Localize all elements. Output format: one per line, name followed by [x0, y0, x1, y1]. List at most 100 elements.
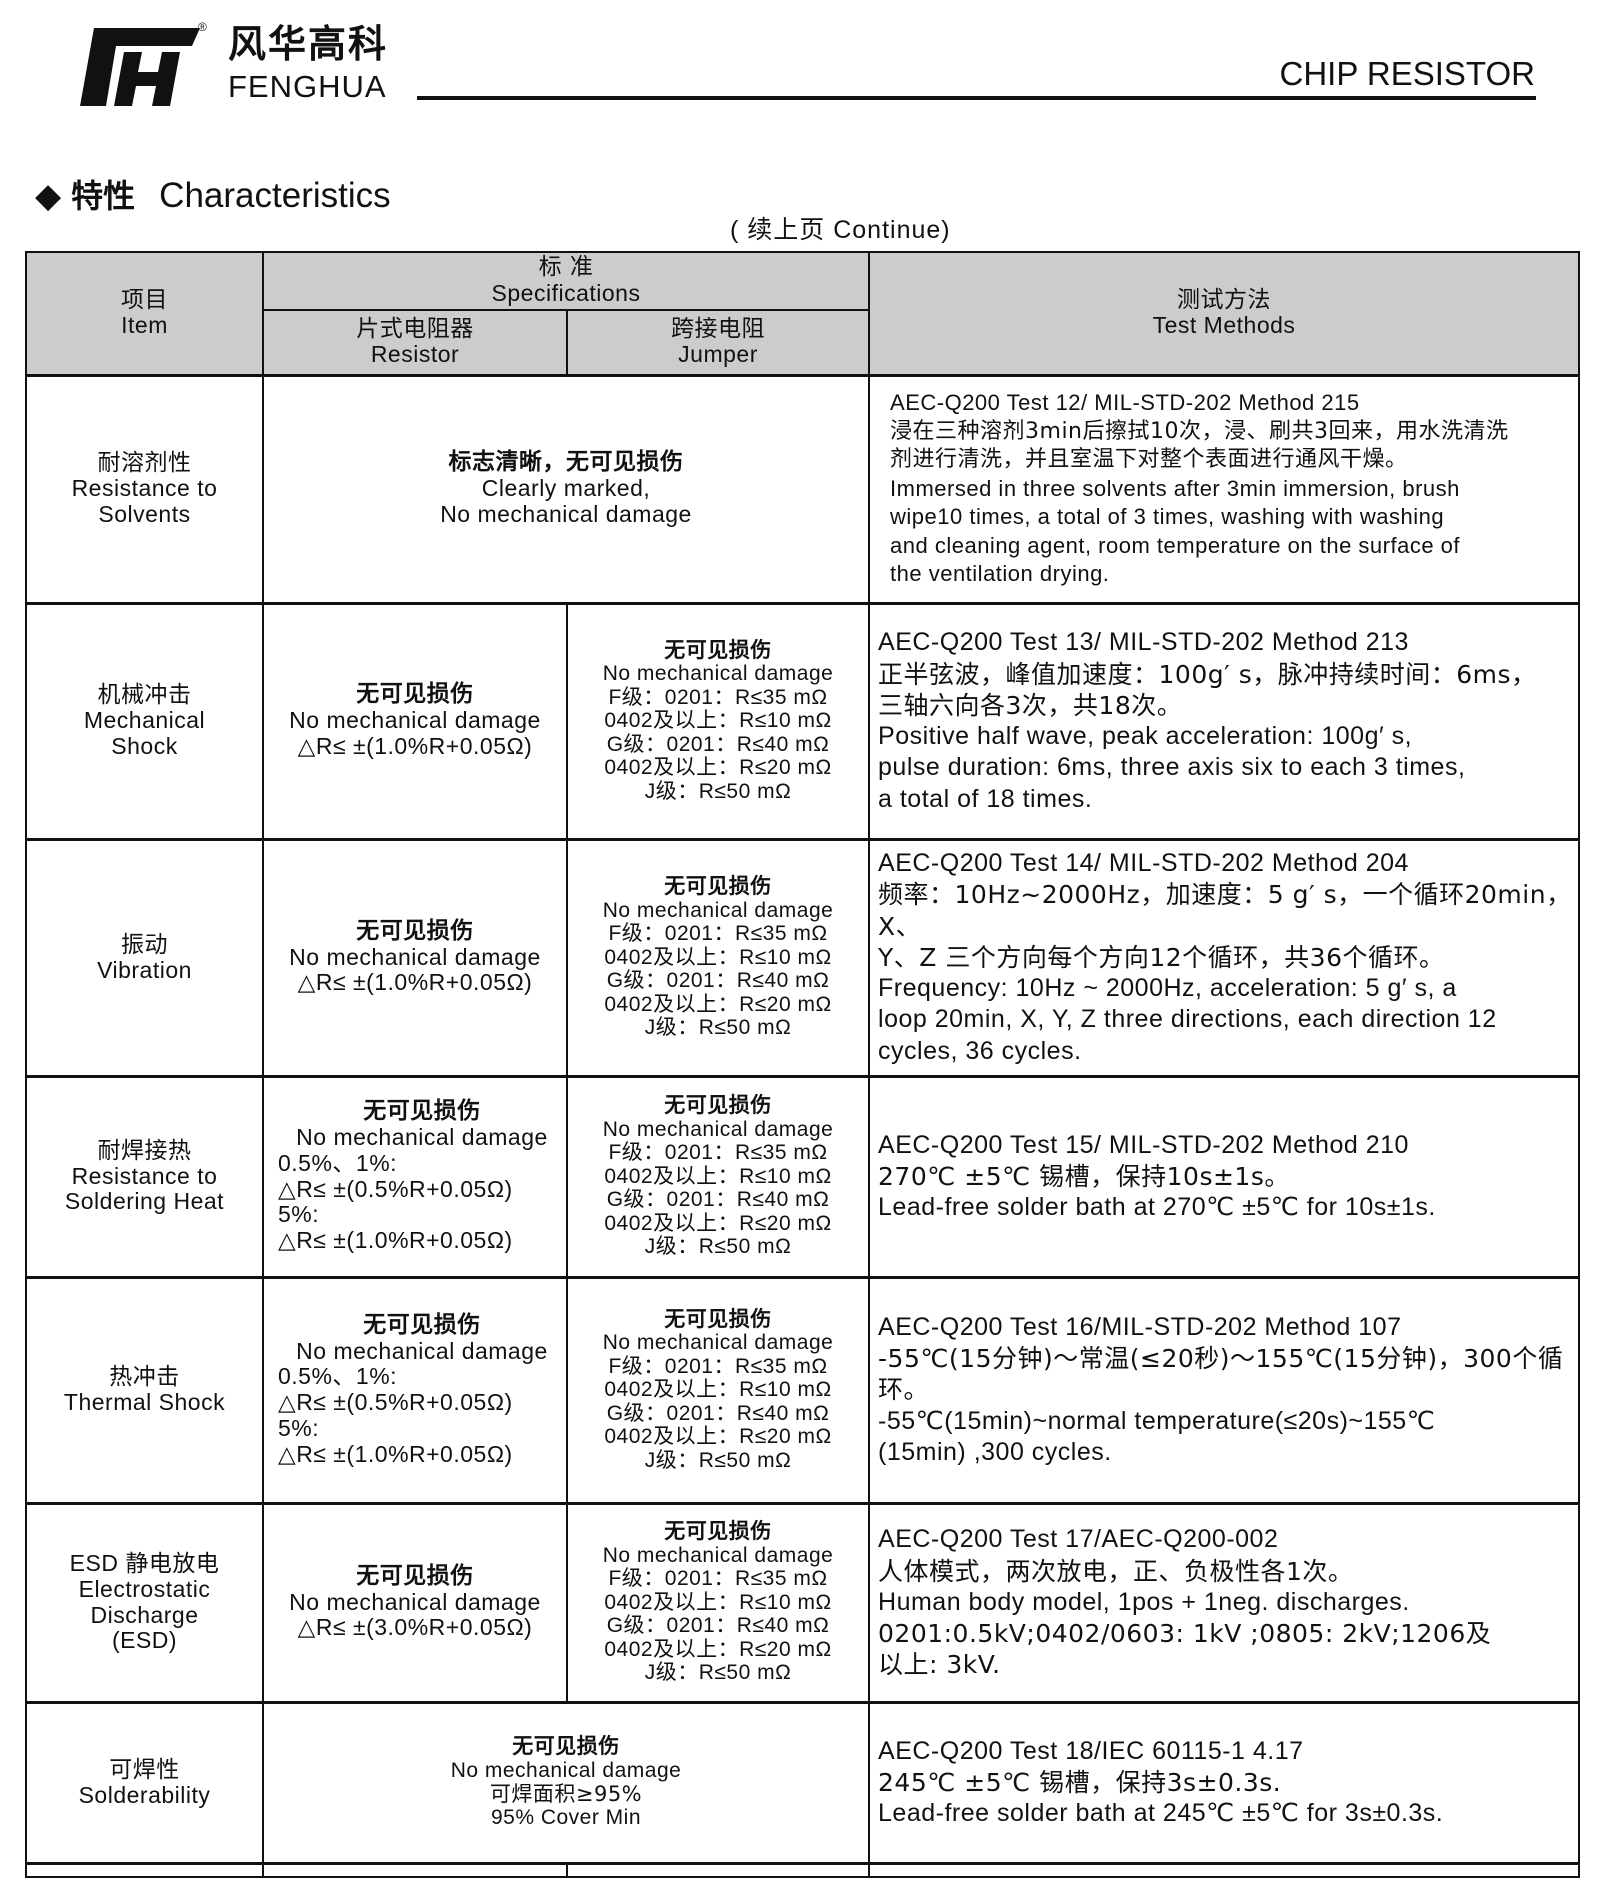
text-line: G级：0201：R≤40 mΩ	[606, 1188, 830, 1212]
text-line: AEC-Q200 Test 16/MIL-STD-202 Method 107	[878, 1312, 1402, 1341]
table-row: ESD 静电放电 Electrostatic Discharge (ESD) 无可见损伤…	[25, 1502, 1581, 1703]
text-line: J级：R≤50 mΩ	[644, 1661, 792, 1685]
text-line: 0.5%、1%:	[278, 1363, 398, 1390]
text-line: pulse duration: 6ms, three axis six to e…	[878, 753, 1466, 782]
empty-cell	[262, 1862, 568, 1878]
text-line: 95% Cover Min	[490, 1806, 642, 1830]
text-line: 0402及以上：R≤20 mΩ	[604, 992, 832, 1016]
empty-cell	[565, 1862, 871, 1878]
text-line: J级：R≤50 mΩ	[644, 779, 792, 803]
text-line: △R≤ ±(1.0%R+0.05Ω)	[297, 732, 533, 759]
text-line: 可焊性	[109, 1755, 180, 1782]
text-line: No mechanical damage	[602, 898, 834, 922]
text-line: 热冲击	[109, 1363, 180, 1390]
brand-name-cn: 风华高科	[228, 22, 389, 66]
test-method-cell: AEC-Q200 Test 12/ MIL-STD-202 Method 215…	[868, 374, 1581, 604]
text-line: AEC-Q200 Test 15/ MIL-STD-202 Method 210	[878, 1130, 1409, 1159]
text-line: J级：R≤50 mΩ	[644, 1448, 792, 1472]
text-line: 无可见损伤	[664, 1519, 772, 1544]
text-line: 正半弦波，峰值加速度：100g′ s，脉冲持续时间：6ms，	[878, 659, 1537, 689]
text-line: 机械冲击	[97, 681, 192, 708]
jumper-spec-cell: 无可见损伤 No mechanical damage F级：0201：R≤35 mΩ…	[565, 1502, 871, 1703]
item-cell: ESD 静电放电 Electrostatic Discharge (ESD)	[25, 1502, 264, 1703]
jumper-spec-cell: 无可见损伤 No mechanical damage F级：0201：R≤35 mΩ…	[565, 602, 871, 840]
table-row: 机械冲击 Mechanical Shock 无可见损伤 No mechanical da…	[25, 602, 1581, 840]
text-line: 5%:	[278, 1414, 320, 1441]
text-line: loop 20min, X, Y, Z three directions, ea…	[878, 1005, 1497, 1034]
text-line: 0402及以上：R≤20 mΩ	[604, 756, 832, 780]
text-line: Discharge	[90, 1601, 199, 1628]
text-line: 浸在三种溶剂3min后擦拭10次，浸、刷共3回来，用水洗清洗	[890, 418, 1509, 444]
text-line: No mechanical damage	[450, 1758, 682, 1782]
text-line: 0201:0.5kV;0402/0603: 1kV ;0805: 2kV;120…	[878, 1619, 1492, 1649]
text-line: J级：R≤50 mΩ	[644, 1235, 792, 1259]
text-line: 无可见损伤	[664, 1093, 772, 1118]
item-cell: 耐溶剂性 Resistance to Solvents	[25, 374, 264, 604]
text-line: 三轴六向各3次，共18次。	[878, 690, 1183, 720]
item-cell: 振动 Vibration	[25, 838, 264, 1077]
text-line: Solderability	[78, 1781, 211, 1808]
resistor-spec-cell: 无可见损伤 No mechanical damage △R≤ ±(1.0%R+0.0…	[262, 602, 568, 840]
item-cell: 耐焊接热 Resistance to Soldering Heat	[25, 1075, 264, 1278]
text-line: Thermal Shock	[63, 1389, 226, 1415]
jumper-spec-cell: 无可见损伤 No mechanical damage F级：0201：R≤35 mΩ…	[565, 1276, 871, 1504]
text-line: 耐焊接热	[97, 1136, 192, 1163]
text-line: 无可见损伤	[664, 1306, 772, 1331]
text-line: cycles, 36 cycles.	[878, 1036, 1082, 1065]
header-rule	[417, 96, 1536, 100]
text-line: Lead-free solder bath at 270℃ ±5℃ for 10…	[878, 1193, 1436, 1222]
text-line: (ESD)	[111, 1627, 178, 1654]
continue-note: ( 续上页 Continue)	[730, 216, 951, 244]
section-title-en: Characteristics	[159, 176, 391, 215]
text-line: 无可见损伤	[664, 874, 772, 899]
text-line: 5%:	[278, 1201, 320, 1228]
text-line: 0402及以上：R≤10 mΩ	[604, 1590, 832, 1614]
test-method-cell: AEC-Q200 Test 18/IEC 60115-1 4.17 245℃ ±5…	[868, 1701, 1581, 1864]
item-cell: 可焊性 Solderability	[25, 1701, 264, 1864]
text-line: a total of 18 times.	[878, 784, 1093, 813]
section-heading: ◆ 特性 Characteristics	[35, 176, 391, 216]
text-line: 标志清晰，无可见损伤	[448, 449, 684, 476]
item-cell: 热冲击 Thermal Shock	[25, 1276, 264, 1504]
text-line: ESD 静电放电	[69, 1550, 220, 1576]
text-line: Soldering Heat	[64, 1188, 225, 1215]
text-line: 0402及以上：R≤10 mΩ	[604, 1164, 832, 1188]
text-line: Lead-free solder bath at 245℃ ±5℃ for 3s…	[878, 1799, 1444, 1828]
test-method-cell: AEC-Q200 Test 17/AEC-Q200-002 人体模式，两次放电，正…	[868, 1502, 1581, 1703]
text-line: AEC-Q200 Test 12/ MIL-STD-202 Method 215	[890, 389, 1360, 415]
text-line: △R≤ ±(1.0%R+0.05Ω)	[278, 1227, 513, 1253]
text-line: 0.5%、1%:	[278, 1149, 398, 1176]
text-line: the ventilation drying.	[890, 561, 1110, 587]
text-line: G级：0201：R≤40 mΩ	[606, 732, 830, 756]
text-line: No mechanical damage	[289, 943, 541, 970]
text-line: △R≤ ±(0.5%R+0.05Ω)	[278, 1175, 513, 1202]
text-line: No mechanical damage	[296, 1124, 548, 1150]
jumper-spec-cell: 无可见损伤 No mechanical damage F级：0201：R≤35 mΩ…	[565, 1075, 871, 1278]
text-line: No mechanical damage	[602, 1117, 834, 1141]
test-method-cell: AEC-Q200 Test 15/ MIL-STD-202 Method 210…	[868, 1075, 1581, 1278]
text-line: 可焊面积≥95%	[489, 1781, 643, 1806]
section-title-cn: 特性	[71, 177, 136, 215]
table-row: 耐焊接热 Resistance to Soldering Heat 无可见损伤 No m…	[25, 1075, 1581, 1278]
text-line: 无可见损伤	[356, 681, 474, 708]
text-line: Vibration	[97, 956, 192, 983]
text-line: 人体模式，两次放电，正、负极性各1次。	[878, 1556, 1354, 1586]
text-line: No mechanical damage	[296, 1337, 548, 1364]
text-line: 0402及以上：R≤20 mΩ	[604, 1211, 832, 1235]
test-method-cell: AEC-Q200 Test 14/ MIL-STD-202 Method 204…	[868, 838, 1581, 1077]
test-method-cell: AEC-Q200 Test 16/MIL-STD-202 Method 107 -…	[868, 1276, 1581, 1504]
text-line: F级：0201：R≤35 mΩ	[608, 1567, 828, 1591]
text-line: wipe10 times, a total of 3 times, washin…	[890, 504, 1445, 530]
table-row: 耐溶剂性 Resistance to Solvents 标志清晰，无可见损伤 Clear…	[25, 374, 1581, 604]
text-line: 无可见损伤	[363, 1098, 481, 1125]
text-line: F级：0201：R≤35 mΩ	[608, 922, 828, 946]
text-line: F级：0201：R≤35 mΩ	[608, 1354, 828, 1378]
text-line: AEC-Q200 Test 18/IEC 60115-1 4.17	[878, 1736, 1304, 1765]
text-line: Mechanical	[83, 707, 206, 734]
text-line: G级：0201：R≤40 mΩ	[606, 1401, 830, 1425]
text-line: G级：0201：R≤40 mΩ	[606, 1614, 830, 1638]
text-line: 无可见损伤	[664, 637, 772, 662]
text-line: Positive half wave, peak acceleration: 1…	[878, 722, 1413, 750]
jumper-spec-cell: 无可见损伤 No mechanical damage F级：0201：R≤35 mΩ…	[565, 838, 871, 1077]
text-line: No mechanical damage	[602, 1331, 834, 1355]
